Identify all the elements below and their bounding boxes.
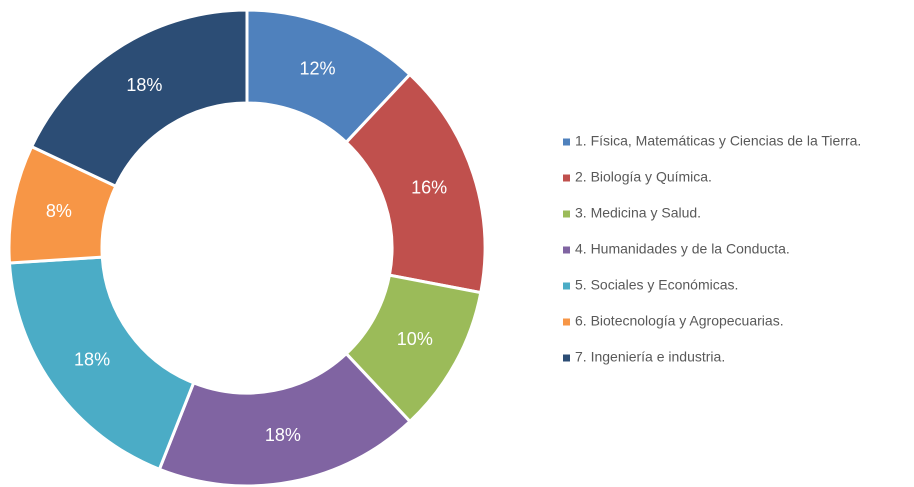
data-label: 16% — [411, 178, 447, 198]
legend-swatch — [563, 210, 570, 218]
legend-swatch — [563, 318, 570, 326]
legend-label: 1. Física, Matemáticas y Ciencias de la … — [575, 133, 861, 149]
legend-swatch — [563, 246, 570, 254]
legend-swatch — [563, 138, 570, 146]
legend-label: 3. Medicina y Salud. — [575, 205, 701, 221]
data-label: 12% — [299, 59, 335, 79]
data-label: 8% — [46, 201, 72, 221]
legend-label: 6. Biotecnología y Agropecuarias. — [575, 313, 784, 329]
legend-label: 7. Ingeniería e industria. — [575, 349, 725, 365]
legend-label: 2. Biología y Química. — [575, 169, 712, 185]
legend-swatch — [563, 282, 570, 290]
legend-swatch — [563, 174, 570, 182]
data-label: 10% — [397, 329, 433, 349]
legend-label: 4. Humanidades y de la Conducta. — [575, 241, 790, 257]
legend-label: 5. Sociales y Económicas. — [575, 277, 738, 293]
data-label: 18% — [74, 349, 110, 369]
donut-segment — [29, 8, 249, 189]
data-label: 18% — [126, 75, 162, 95]
data-label: 18% — [265, 425, 301, 445]
legend-swatch — [563, 354, 570, 362]
